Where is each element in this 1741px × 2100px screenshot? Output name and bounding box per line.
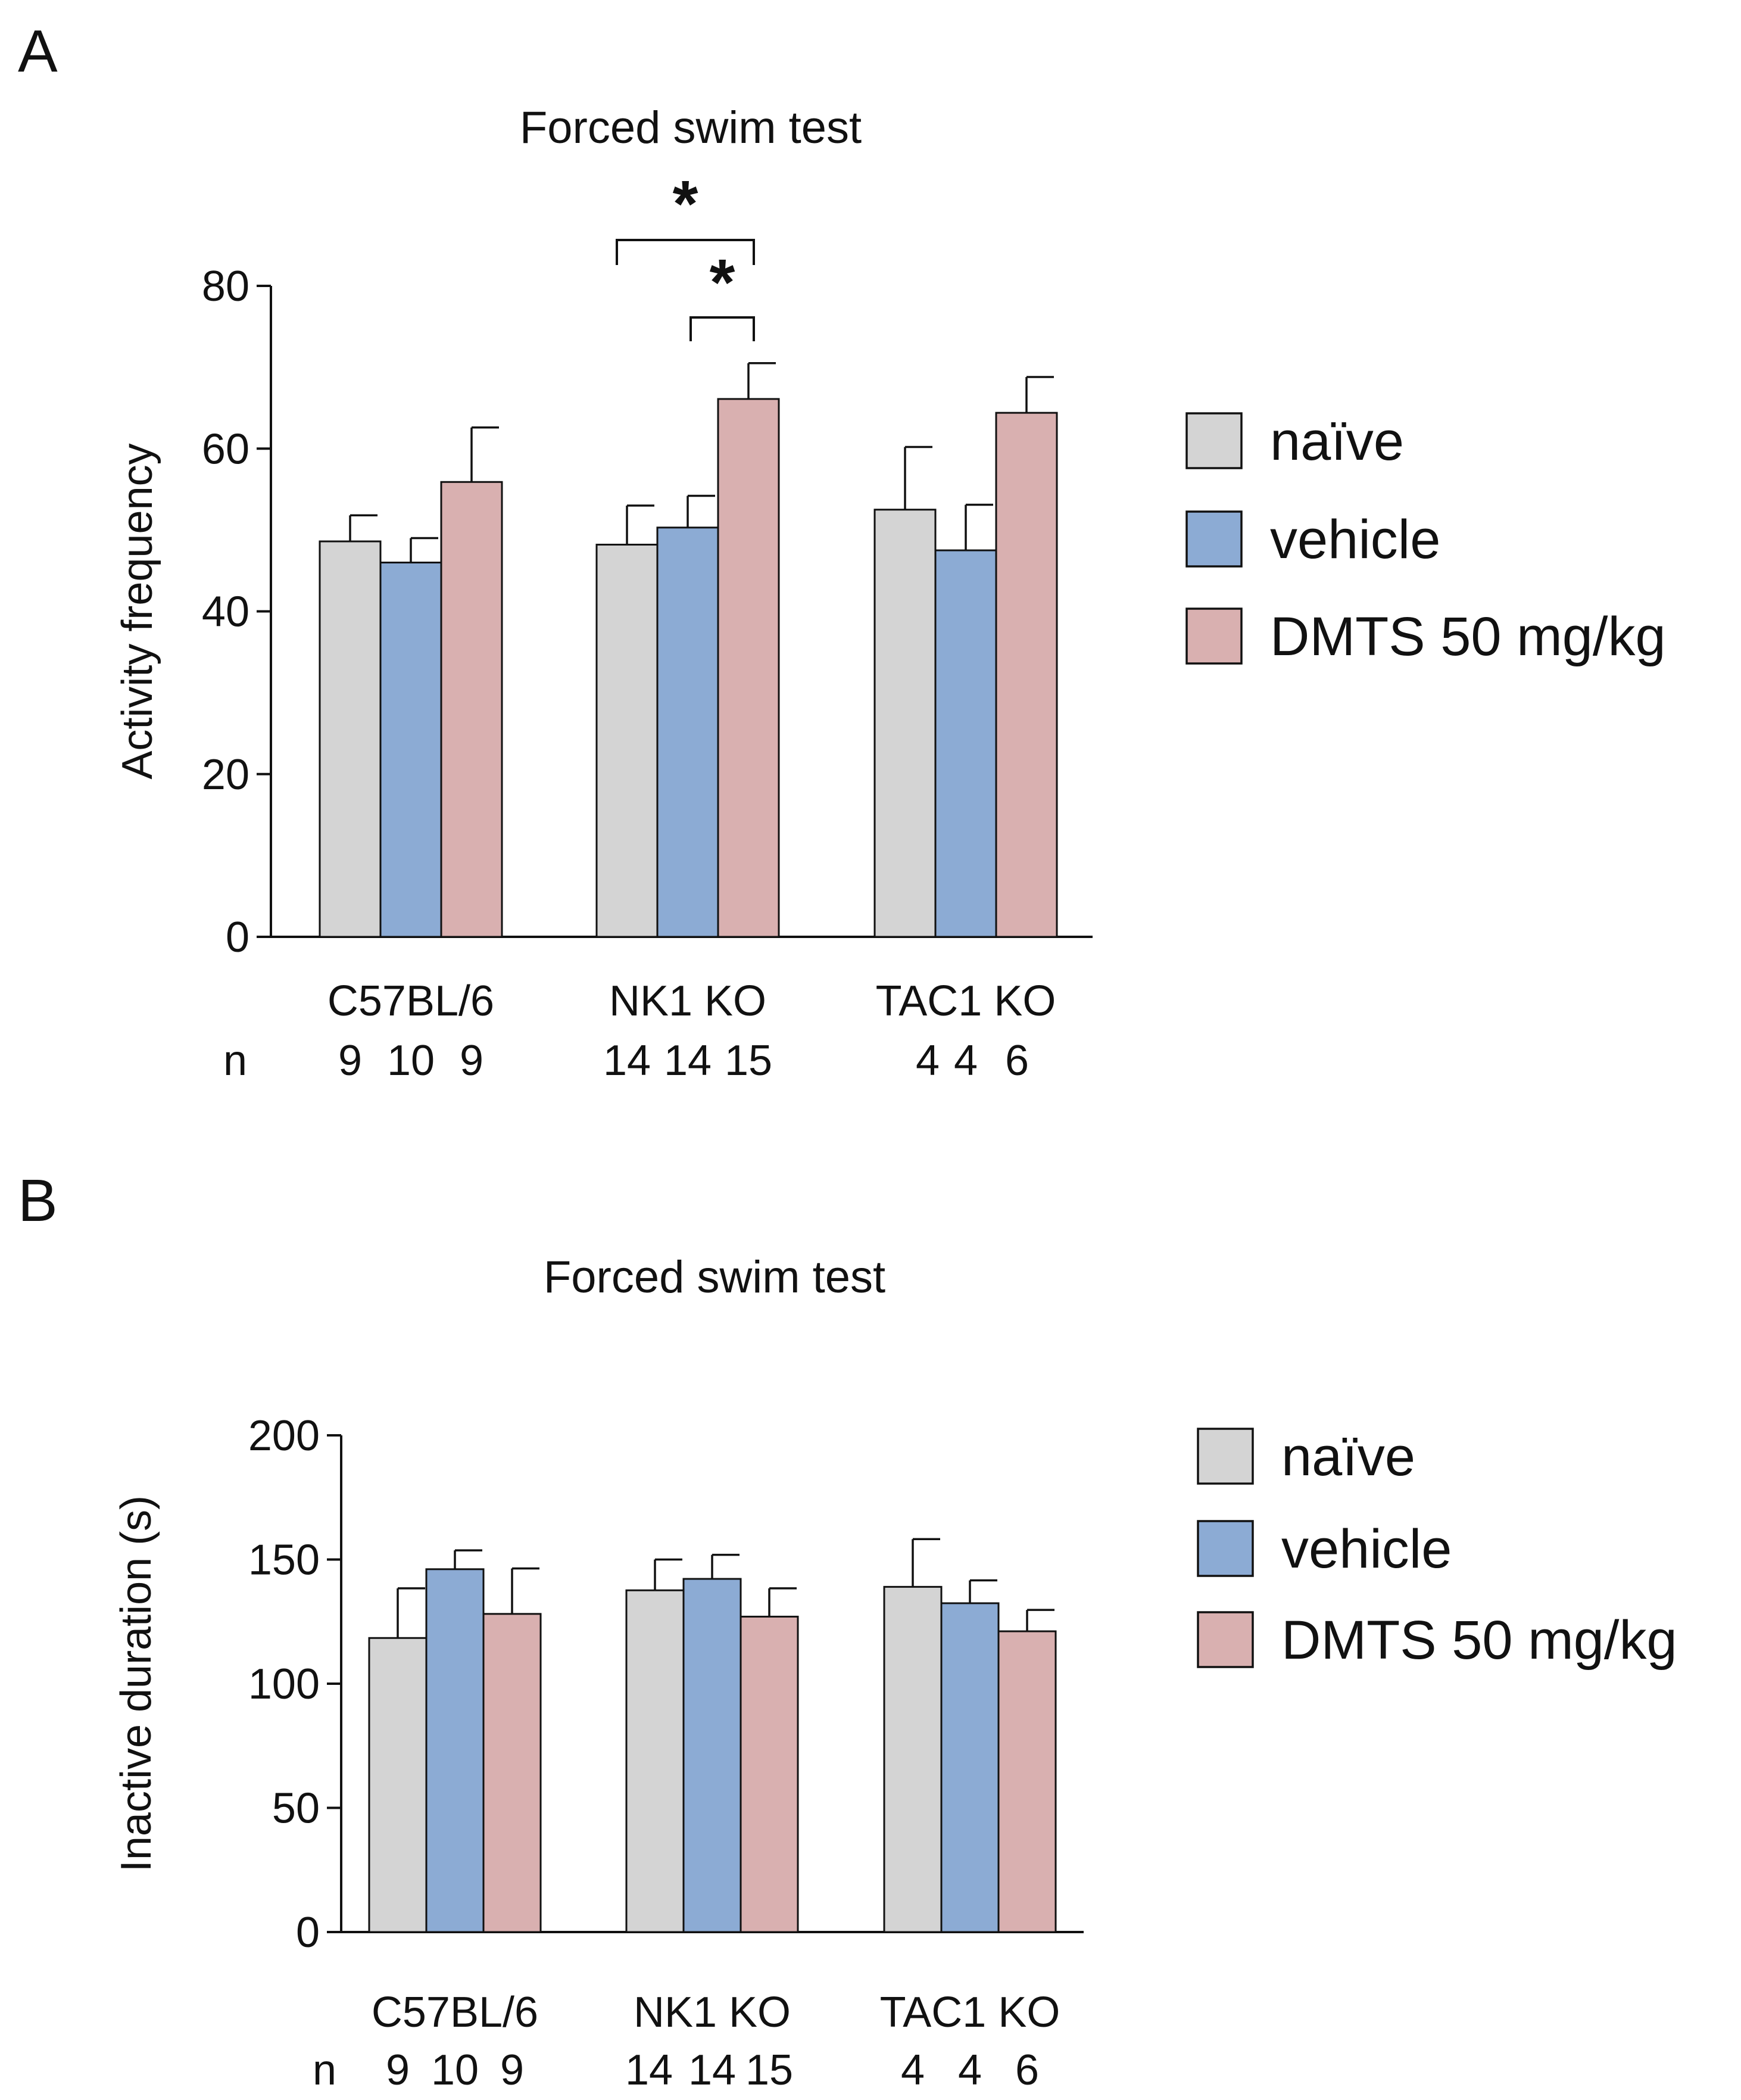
group-label: TAC1 KO [880,1989,1060,2036]
bar [368,1637,428,1933]
bar [440,481,503,938]
legend-swatch [1197,1428,1254,1485]
n-value: 15 [745,2046,793,2094]
n-value: 10 [431,2046,479,2094]
n-value: 9 [460,1037,483,1085]
n-value: 9 [338,1037,362,1085]
bar [883,1585,943,1933]
legend-label: vehicle [1270,509,1440,570]
y-tick-label: 100 [248,1660,320,1708]
n-value: 14 [625,2046,673,2094]
bar [482,1613,542,1933]
legend-label: vehicle [1281,1519,1452,1579]
bar [997,1630,1057,1933]
legend-swatch [1197,1611,1254,1668]
group-label: C57BL/6 [327,977,494,1025]
significance-star: * [673,167,698,241]
bar [319,540,382,938]
n-value: 9 [386,2046,410,2094]
n-value: 4 [954,1037,978,1085]
group-label: NK1 KO [634,1989,791,2036]
bar [682,1578,742,1933]
panel-letter: A [18,18,58,85]
bar [873,509,937,938]
group-label: TAC1 KO [876,977,1056,1025]
legend-label: naïve [1281,1426,1415,1487]
y-tick-label: 0 [296,1909,320,1956]
legend-swatch [1185,412,1243,469]
legend-swatch [1185,607,1243,665]
y-tick-label: 200 [248,1412,320,1460]
y-tick-label: 0 [226,914,249,961]
y-tick-label: 150 [248,1537,320,1584]
n-value: 9 [500,2046,524,2094]
y-tick-label: 50 [272,1785,320,1833]
chart-title: Forced swim test [544,1252,885,1303]
n-value: 14 [603,1037,651,1085]
legend-label: DMTS 50 mg/kg [1281,1610,1677,1671]
n-value: 4 [901,2046,925,2094]
n-value: 4 [958,2046,982,2094]
bar [379,562,442,938]
group-label: NK1 KO [609,977,766,1025]
significance-bracket [616,239,755,265]
n-value: 10 [387,1037,435,1085]
legend-swatch [1197,1520,1254,1577]
bar [995,412,1058,938]
y-tick-label: 80 [202,263,249,310]
significance-bracket [689,316,755,341]
panel-b: B Forced swim test 0 50 100 150 200 Inactive du… [18,1167,1677,2094]
n-value: 15 [725,1037,772,1085]
y-tick-label: 40 [202,588,249,636]
panel-a: A Forced swim test 0 20 40 60 80 Activity frequ… [18,18,1666,1085]
n-label: n [313,2046,336,2094]
bar [740,1615,799,1933]
chart-title: Forced swim test [520,102,862,153]
y-tick-label: 60 [202,425,249,473]
n-value: 6 [1005,1037,1029,1085]
bar [934,549,997,938]
bar [717,398,780,938]
n-value: 14 [664,1037,712,1085]
group-label: C57BL/6 [372,1989,538,2036]
y-axis-label: Inactive duration (s) [113,1495,160,1872]
bar [940,1602,1000,1933]
significance-star: * [710,246,735,319]
bar [656,526,719,938]
y-axis-label: Activity frequency [114,443,161,779]
n-value: 14 [688,2046,736,2094]
n-value: 6 [1015,2046,1039,2094]
legend-label: naïve [1270,411,1404,472]
y-tick-label: 20 [202,751,249,799]
panel-letter: B [18,1167,58,1234]
bar [625,1589,685,1933]
legend-label: DMTS 50 mg/kg [1270,606,1666,667]
bar [425,1568,485,1933]
legend-swatch [1185,510,1243,568]
n-label: n [223,1037,247,1085]
n-value: 4 [916,1037,940,1085]
bar [595,543,659,938]
